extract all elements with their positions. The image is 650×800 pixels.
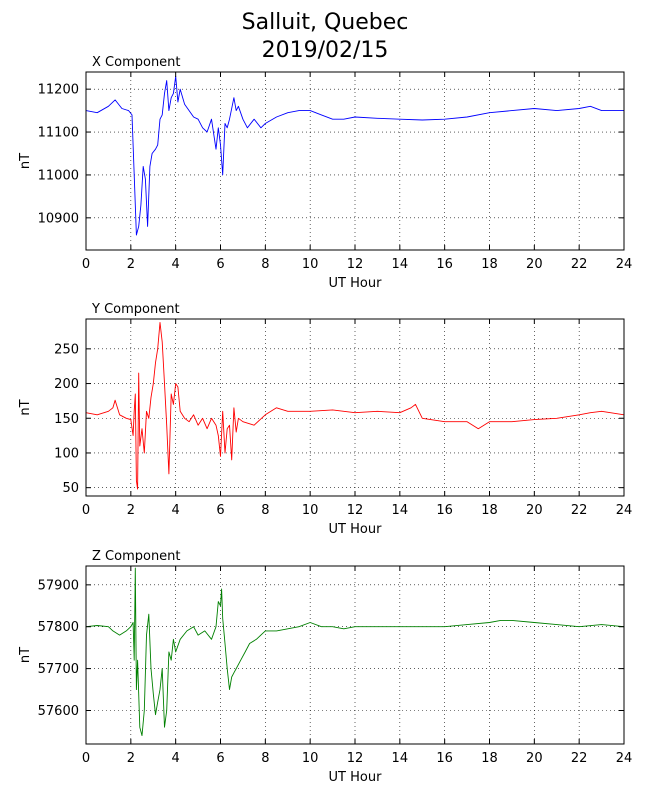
x-tick-label: 8 xyxy=(261,257,269,272)
x-tick-label: 6 xyxy=(216,751,224,766)
y-tick-label: 10900 xyxy=(38,211,79,226)
y-tick-label: 57900 xyxy=(38,578,79,593)
y-tick-label: 57700 xyxy=(38,662,79,677)
x-tick-label: 22 xyxy=(571,257,588,272)
series-line xyxy=(85,322,625,490)
x-tick-label: 20 xyxy=(526,503,543,518)
panel-title: Y Component xyxy=(91,302,180,317)
panel-title: Z Component xyxy=(92,549,181,564)
x-tick-label: 8 xyxy=(261,503,269,518)
x-tick-label: 4 xyxy=(172,503,180,518)
x-tick-label: 12 xyxy=(347,503,364,518)
y-tick-label: 200 xyxy=(54,377,79,392)
y-tick-label: 57600 xyxy=(38,704,79,719)
y-tick-label: 11200 xyxy=(38,83,79,98)
x-tick-label: 24 xyxy=(616,257,633,272)
y-tick-label: 57800 xyxy=(38,620,79,635)
y-tick-label: 50 xyxy=(62,481,79,496)
y-tick-label: 100 xyxy=(54,446,79,461)
x-tick-label: 20 xyxy=(526,751,543,766)
x-tick-label: 18 xyxy=(481,751,498,766)
x-tick-label: 22 xyxy=(571,751,588,766)
x-tick-label: 22 xyxy=(571,503,588,518)
x-tick-label: 0 xyxy=(82,751,90,766)
x-axis-label: UT Hour xyxy=(329,276,383,291)
y-axis-label: nT xyxy=(18,399,33,415)
x-axis-label: UT Hour xyxy=(329,770,383,785)
x-tick-label: 4 xyxy=(172,751,180,766)
y-tick-label: 11000 xyxy=(38,168,79,183)
x-tick-label: 24 xyxy=(616,503,633,518)
x-tick-label: 12 xyxy=(347,751,364,766)
chart-title-line1: Salluit, Quebec xyxy=(241,10,409,35)
panel-1: 0 2 4 6 8 10 12 14 16 18 20 22 241090011000111001120… xyxy=(18,55,632,291)
x-tick-label: 2 xyxy=(127,257,135,272)
x-tick-label: 0 xyxy=(82,503,90,518)
y-axis-label: nT xyxy=(18,153,33,169)
x-tick-label: 18 xyxy=(481,257,498,272)
x-tick-label: 14 xyxy=(392,751,409,766)
x-tick-label: 6 xyxy=(216,257,224,272)
x-tick-label: 16 xyxy=(436,257,453,272)
x-tick-label: 4 xyxy=(172,257,180,272)
x-axis-label: UT Hour xyxy=(329,522,383,537)
series-line xyxy=(85,567,625,737)
x-tick-label: 10 xyxy=(302,751,319,766)
x-tick-label: 2 xyxy=(127,503,135,518)
y-tick-label: 150 xyxy=(54,412,79,427)
x-tick-label: 8 xyxy=(261,751,269,766)
panel-3: 0 2 4 6 8 10 12 14 16 18 20 22 245760057700578005790… xyxy=(18,549,632,785)
x-tick-label: 12 xyxy=(347,257,364,272)
y-tick-label: 250 xyxy=(54,342,79,357)
chart-title-line2: 2019/02/15 xyxy=(261,38,389,63)
y-axis-label: nT xyxy=(18,647,33,663)
x-tick-label: 16 xyxy=(436,751,453,766)
x-tick-label: 18 xyxy=(481,503,498,518)
x-tick-label: 10 xyxy=(302,257,319,272)
x-tick-label: 14 xyxy=(392,257,409,272)
x-tick-label: 0 xyxy=(82,257,90,272)
x-tick-label: 24 xyxy=(616,751,633,766)
x-tick-label: 16 xyxy=(436,503,453,518)
x-tick-label: 6 xyxy=(216,503,224,518)
series-line xyxy=(85,75,624,236)
y-tick-label: 11100 xyxy=(38,126,79,141)
panel-title: X Component xyxy=(92,55,181,70)
x-tick-label: 10 xyxy=(302,503,319,518)
x-tick-label: 14 xyxy=(392,503,409,518)
x-tick-label: 20 xyxy=(526,257,543,272)
x-tick-label: 2 xyxy=(127,751,135,766)
